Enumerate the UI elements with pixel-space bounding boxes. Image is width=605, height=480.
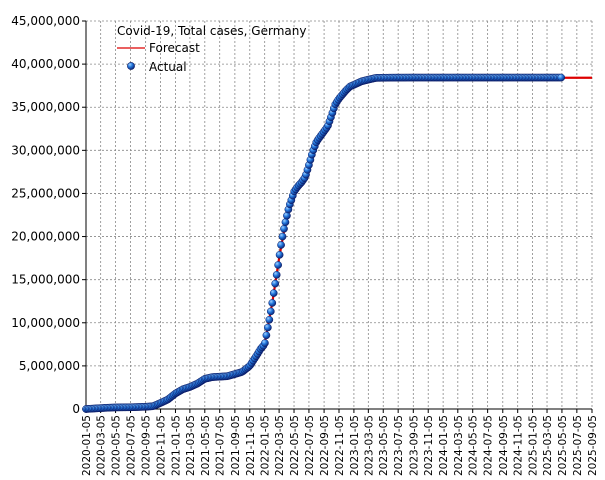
x-tick-label: 2023-05-05 <box>378 415 390 476</box>
actual-data-point <box>262 331 271 340</box>
x-tick-label: 2025-09-05 <box>587 415 599 476</box>
axes-layer: 0 5,000,000 10,000,000 15,000,000 20,000,000… <box>11 14 599 476</box>
forecast-layer <box>85 76 593 411</box>
x-tick-label: 2021-05-05 <box>200 415 212 476</box>
x-tick-label: 2024-11-05 <box>513 415 525 476</box>
x-tick-label: 2024-09-05 <box>498 415 510 476</box>
y-tick-label: 25,000,000 <box>11 186 80 200</box>
x-tick-label: 2022-07-05 <box>304 415 316 476</box>
x-tick-label: 2021-11-05 <box>245 415 257 476</box>
x-tick-label: 2025-05-05 <box>557 415 569 476</box>
actual-layer <box>82 73 566 413</box>
x-tick-label: 2023-03-05 <box>363 415 375 476</box>
grid-layer <box>85 20 593 409</box>
x-tick-label: 2024-07-05 <box>483 415 495 476</box>
actual-data-point <box>266 307 275 316</box>
x-tick-label: 2020-07-05 <box>125 415 137 476</box>
legend-forecast-label: Forecast <box>149 41 200 55</box>
chart-title: Covid-19, Total cases, Germany <box>117 24 306 38</box>
legend: Covid-19, Total cases, Germany Forecast … <box>117 24 306 74</box>
legend-actual-swatch <box>127 62 135 70</box>
x-tick-label: 2022-11-05 <box>334 415 346 476</box>
x-tick-label: 2022-01-05 <box>260 415 272 476</box>
actual-data-point <box>277 241 285 249</box>
x-tick-label: 2025-07-05 <box>572 415 584 476</box>
x-tick-label: 2020-01-05 <box>81 415 93 476</box>
actual-data-point <box>264 323 272 332</box>
actual-data-point <box>557 73 566 82</box>
actual-data-point <box>261 339 269 347</box>
y-tick-label: 20,000,000 <box>11 230 80 244</box>
actual-data-point <box>265 315 274 324</box>
y-tick-label: 45,000,000 <box>11 14 80 28</box>
x-tick-label: 2025-03-05 <box>542 415 554 476</box>
actual-data-point <box>281 218 290 227</box>
actual-data-point <box>268 299 277 307</box>
actual-data-point <box>275 250 284 259</box>
x-tick-label: 2024-03-05 <box>453 415 465 476</box>
forecast-line <box>85 76 593 411</box>
y-tick-label: 15,000,000 <box>11 273 80 287</box>
actual-data-point <box>280 224 288 233</box>
x-tick-label: 2024-05-05 <box>468 415 480 476</box>
x-tick-label: 2020-03-05 <box>96 415 108 476</box>
x-tick-label: 2024-01-05 <box>438 415 450 476</box>
x-tick-label: 2022-03-05 <box>274 415 286 476</box>
x-tick-label: 2021-09-05 <box>230 415 242 476</box>
y-tick-label: 5,000,000 <box>19 359 80 373</box>
y-tick-label: 35,000,000 <box>11 100 80 114</box>
x-tick-label: 2025-01-05 <box>528 415 540 476</box>
actual-data-point <box>272 270 281 279</box>
actual-data-point <box>269 289 278 297</box>
x-tick-label: 2022-09-05 <box>319 415 331 476</box>
actual-data-point <box>274 261 282 269</box>
actual-data-point <box>278 232 287 241</box>
x-tick-label: 2023-09-05 <box>408 415 420 476</box>
x-tick-label: 2021-07-05 <box>215 415 227 476</box>
y-tick-label: 40,000,000 <box>11 57 80 71</box>
y-tick-label: 0 <box>72 402 80 416</box>
x-tick-label: 2023-01-05 <box>349 415 361 476</box>
x-tick-label: 2020-09-05 <box>141 415 153 476</box>
x-tick-label: 2021-03-05 <box>185 415 197 476</box>
y-tick-label: 10,000,000 <box>11 316 80 330</box>
x-tick-label: 2020-11-05 <box>156 415 168 476</box>
y-tick-label: 30,000,000 <box>11 143 80 157</box>
x-tick-label: 2022-05-05 <box>289 415 301 476</box>
x-tick-label: 2023-11-05 <box>423 415 435 476</box>
x-tick-label: 2021-01-05 <box>170 415 182 476</box>
x-tick-label: 2020-05-05 <box>111 415 123 476</box>
x-tick-label: 2023-07-05 <box>393 415 405 476</box>
legend-actual-label: Actual <box>149 60 187 74</box>
actual-data-point <box>271 279 280 288</box>
